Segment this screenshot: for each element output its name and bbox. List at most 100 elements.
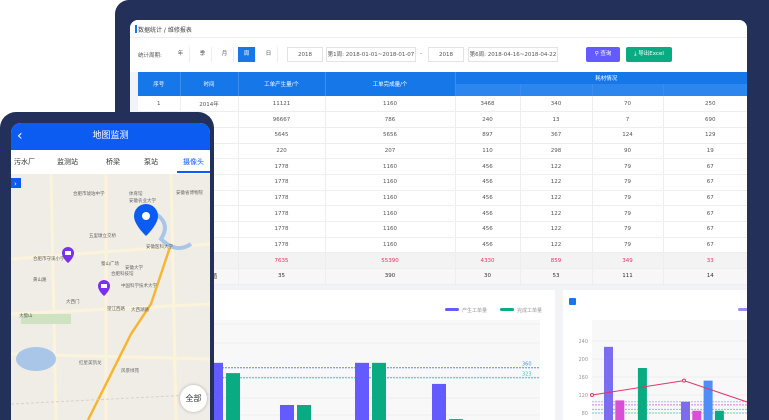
table-cell: 5645 — [238, 127, 326, 144]
work-order-chart: 产生工单量 完成工单量 360 323 — [210, 307, 542, 420]
phone-screen: › 合肥市琥珀中学 体育馆 安徽省博物院 安徽农业大学 五里墩立交桥 安徽医科大学 合肥市守… — [11, 123, 210, 420]
bar — [604, 346, 613, 420]
table-cell: 79 — [592, 158, 664, 175]
col-header-group: 耗材情况 — [455, 72, 747, 84]
table-cell: 67 — [663, 237, 747, 254]
period-3[interactable]: 周 — [238, 47, 256, 62]
map-label: 安徽医科大学 — [146, 245, 173, 250]
table-row: 1778 1160 456 122 79 67 — [138, 174, 747, 191]
table-cell: 1160 — [325, 221, 456, 238]
table-row: 1778 1160 456 122 79 67 — [138, 190, 747, 207]
end-year-select[interactable]: 2018 — [428, 47, 464, 62]
tab-2[interactable]: 桥梁 — [106, 158, 120, 166]
table-row: 合计763555390433085934933 — [138, 252, 747, 270]
work-order-chart-panel: 产生工单量 完成工单量 360 323 — [210, 290, 555, 420]
table-cell: 349 — [592, 252, 664, 270]
table-cell: 367 — [520, 127, 593, 144]
start-year-select[interactable]: 2018 — [287, 47, 323, 62]
table-cell: 5656 — [325, 127, 456, 144]
export-excel-button[interactable]: ⤓ 导出Excel — [626, 47, 672, 62]
map-label: 大蜀山 — [19, 314, 33, 319]
table-cell: 1160 — [325, 237, 456, 254]
map-label: 合肥科技馆 — [111, 272, 134, 277]
period-label: 统计周期: — [138, 53, 162, 59]
map-label: 中国科学技术大学 — [121, 284, 157, 289]
markline-label: 323 — [522, 372, 532, 378]
chart-icon — [569, 298, 576, 305]
tab-3[interactable]: 泵站 — [144, 158, 158, 166]
period-2[interactable]: 月 — [216, 47, 234, 62]
table-cell: 111 — [592, 268, 664, 285]
y-tick-label: 120 — [578, 393, 588, 399]
filter-toolbar: 统计周期: 年季月周日 2018 第1周: 2018-01-01~2018-01… — [130, 38, 747, 72]
map-view[interactable]: › — [11, 174, 210, 420]
y-tick-label: 80 — [582, 411, 588, 417]
table-cell: 79 — [592, 221, 664, 238]
col-header: 序号 — [138, 72, 181, 96]
sub-header — [455, 84, 521, 96]
map-label: 蜀山广场 — [101, 262, 119, 267]
table-row: 5645 5656 897 367 124 129 — [138, 127, 747, 144]
start-week-select[interactable]: 第1周: 2018-01-01~2018-01-07 — [326, 47, 416, 62]
y-tick-label: 160 — [578, 375, 588, 381]
table-cell: 1160 — [325, 158, 456, 175]
selected-location-pin-icon[interactable] — [133, 203, 159, 237]
table-cell: 240 — [455, 111, 521, 128]
camera-pin-icon[interactable] — [97, 279, 111, 297]
tab-0[interactable]: 污水厂 — [14, 158, 35, 166]
bar — [432, 383, 446, 420]
map-label: 红星美凯龙 — [79, 361, 102, 366]
period-4[interactable]: 日 — [260, 47, 278, 62]
tab-4[interactable]: 摄像头 — [183, 158, 204, 166]
period-0[interactable]: 年 — [172, 47, 190, 62]
table-cell: 122 — [520, 205, 593, 222]
table-cell: 13 — [520, 111, 593, 128]
period-1[interactable]: 季 — [194, 47, 212, 62]
sub-header — [520, 84, 593, 96]
table-cell: 122 — [520, 158, 593, 175]
trend-point — [590, 393, 594, 397]
table-row: 1778 1160 456 122 79 67 — [138, 205, 747, 222]
table-cell: 67 — [663, 205, 747, 222]
table-cell: 19 — [663, 143, 747, 160]
table-cell: 456 — [455, 237, 521, 254]
table-cell: 67 — [663, 158, 747, 175]
phone-title: 地图监测 — [92, 131, 129, 141]
table-cell: 1778 — [238, 237, 326, 254]
table-cell: 1160 — [325, 174, 456, 191]
bar — [280, 405, 294, 420]
phone-frame: › 合肥市琥珀中学 体育馆 安徽省博物院 安徽农业大学 五里墩立交桥 安徽医科大学 合肥市守… — [0, 112, 214, 420]
show-all-button[interactable]: 全部 — [180, 385, 207, 412]
col-header: 时间 — [180, 72, 239, 96]
table-cell: 456 — [455, 174, 521, 191]
table-cell: 67 — [663, 174, 747, 191]
table-cell: 11121 — [238, 96, 326, 113]
bar — [355, 362, 369, 420]
table-cell: 1778 — [238, 221, 326, 238]
query-button[interactable]: ⚲ 查询 — [586, 47, 620, 62]
tab-1[interactable]: 监测站 — [57, 158, 78, 166]
table-cell: 79 — [592, 237, 664, 254]
map-label: 黄山路 — [33, 278, 47, 283]
consumables-chart: 240 200 160 120 80 — [569, 298, 747, 420]
table-cell: 90 — [592, 143, 664, 160]
back-icon[interactable]: ‹ — [17, 128, 23, 144]
table-cell: 30 — [455, 268, 521, 285]
map-label: 大西湖路 — [131, 308, 149, 313]
map-label: 五里墩立交桥 — [89, 234, 116, 239]
table-cell: 79 — [592, 190, 664, 207]
trend-point — [682, 378, 686, 383]
y-tick-label: 240 — [578, 339, 588, 345]
table-cell: 220 — [238, 143, 326, 160]
table-cell: 897 — [455, 127, 521, 144]
table-cell: 1778 — [238, 158, 326, 175]
map-label: 安徽农业大学 — [129, 199, 156, 204]
map-label: 合肥市守溪小学 — [33, 257, 65, 262]
map-label: 风景绿苑 — [121, 369, 139, 374]
legend-swatch — [445, 308, 459, 311]
table-cell: 786 — [325, 111, 456, 128]
map-label: 安徽大学 — [125, 266, 143, 271]
end-week-select[interactable]: 第6周: 2018-04-16~2018-04-22 — [468, 47, 558, 62]
camera-pin-icon[interactable] — [61, 246, 75, 264]
consumables-chart-panel: 240 200 160 120 80 — [563, 290, 747, 420]
